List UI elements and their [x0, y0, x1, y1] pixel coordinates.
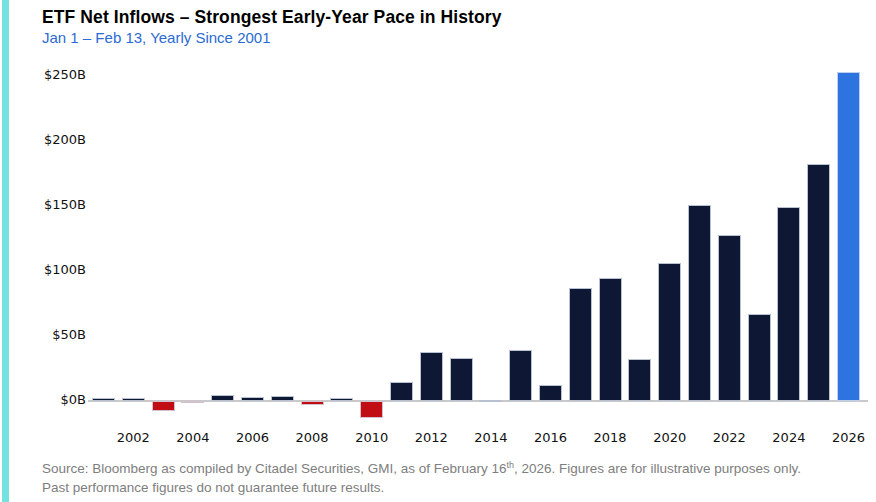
x-axis-tick-label: 2020: [653, 430, 686, 445]
y-axis-tick-label: $150B: [44, 197, 86, 212]
x-axis-tick-label: 2026: [832, 430, 865, 445]
bar-chart: $0B $50B $100B $150B $200B $250B 2002 2004 2006 2…: [0, 0, 876, 502]
x-axis-tick-label: 2024: [772, 430, 805, 445]
bar-2016: [539, 385, 562, 401]
bar-2002: [122, 398, 145, 401]
y-axis-tick-label: $100B: [44, 262, 86, 277]
source-line2: Past performance figures do not guarante…: [42, 480, 384, 495]
bar-2015: [509, 350, 532, 401]
bar-2021: [688, 205, 711, 401]
bar-2005: [211, 395, 234, 402]
x-axis-tick-label: 2004: [176, 430, 209, 445]
bar-2022: [718, 235, 741, 401]
bar-2001: [92, 398, 115, 401]
superscript-th: th: [506, 459, 514, 469]
bar-2024: [777, 207, 800, 401]
bar-2007: [271, 396, 294, 401]
x-axis-tick-label: 2002: [117, 430, 150, 445]
x-axis-tick-label: 2016: [534, 430, 567, 445]
source-note: Source: Bloomberg as compiled by Citadel…: [42, 455, 801, 497]
bar-2025: [807, 164, 830, 401]
bar-2019: [628, 359, 651, 401]
y-axis-tick-label: $50B: [52, 327, 86, 342]
bar-2018: [599, 278, 622, 402]
bar-2009: [330, 398, 353, 401]
y-axis-tick-label: $250B: [44, 67, 86, 82]
source-line1: Source: Bloomberg as compiled by Citadel…: [42, 461, 801, 476]
bar-2026: [837, 72, 860, 401]
x-axis-tick-label: 2008: [296, 430, 329, 445]
x-axis-tick-label: 2014: [474, 430, 507, 445]
bar-2014: [479, 400, 502, 402]
bar-2023: [748, 314, 771, 401]
bar-2012: [420, 352, 443, 401]
y-axis-tick-label: $0B: [61, 392, 86, 407]
x-axis-tick-label: 2006: [236, 430, 269, 445]
bar-2020: [658, 263, 681, 401]
x-axis-tick-label: 2012: [415, 430, 448, 445]
bar-2003: [152, 401, 175, 411]
bar-2013: [450, 358, 473, 401]
bar-2006: [241, 397, 264, 401]
bar-2004: [181, 401, 204, 403]
bar-2008: [301, 401, 324, 405]
y-axis-tick-label: $200B: [44, 132, 86, 147]
bar-2010: [360, 401, 383, 418]
bar-2017: [569, 288, 592, 401]
x-axis-tick-label: 2018: [594, 430, 627, 445]
bar-2011: [390, 382, 413, 402]
x-axis-tick-label: 2010: [355, 430, 388, 445]
x-axis-tick-label: 2022: [713, 430, 746, 445]
